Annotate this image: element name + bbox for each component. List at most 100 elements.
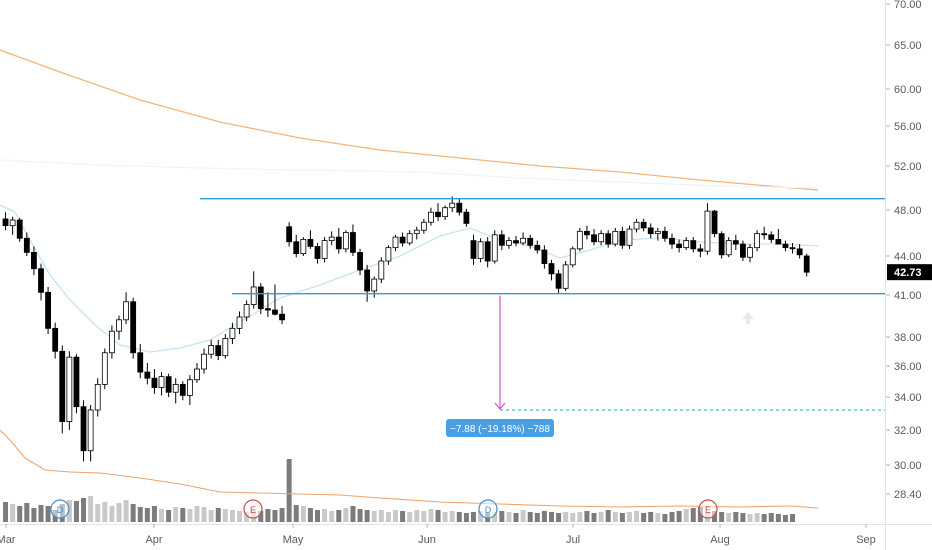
candlesticks (2, 196, 810, 462)
candle-body (640, 221, 647, 229)
volume-bar (541, 511, 547, 522)
candle-body (413, 229, 420, 235)
volume-bar (463, 513, 469, 522)
candle-body (137, 352, 144, 373)
event-marker-label: E (250, 505, 256, 515)
candle-body (130, 301, 137, 354)
x-tick-label: May (283, 534, 304, 546)
candle-body (683, 240, 690, 249)
volume-bar (470, 512, 476, 522)
volume-bar (726, 513, 732, 522)
volume-bar (279, 508, 285, 522)
volume-bar (151, 506, 157, 522)
volume-bar (307, 508, 313, 522)
volume-bar (456, 512, 462, 522)
drawing-tools[interactable] (200, 197, 886, 411)
volume-bar (754, 513, 760, 522)
event-marker-circle (243, 499, 263, 519)
candle-body (662, 230, 668, 239)
volume-bar (662, 514, 668, 522)
volume-bar (222, 509, 228, 522)
candle-body (2, 218, 9, 227)
candle-body (449, 202, 456, 209)
event-marker[interactable]: E (243, 499, 263, 519)
candle-body (463, 211, 470, 224)
y-tick-label: 34.00 (894, 392, 922, 404)
candle-body (527, 237, 534, 246)
candle-body (286, 226, 293, 243)
moving-average-mid (0, 159, 819, 189)
volume-bar (520, 510, 526, 522)
candle-body (442, 207, 449, 218)
candle-body (740, 243, 746, 258)
volume-bar (733, 512, 739, 522)
volume-bar (499, 511, 505, 522)
candle-body (711, 210, 718, 235)
volume-bar (782, 515, 788, 522)
volume-bar (556, 513, 562, 522)
candle-body (392, 236, 399, 249)
volume-bar (626, 512, 632, 522)
event-marker[interactable]: E (698, 499, 718, 519)
volume-bar (655, 513, 661, 522)
volume-bar (676, 511, 682, 522)
measure-tool[interactable]: −7.88 (−19.18%) −788 (446, 419, 554, 437)
volume-bar (102, 502, 108, 522)
volume-bar (478, 511, 484, 522)
volume-bar (350, 506, 356, 522)
candle-body (279, 313, 285, 321)
candle-body (186, 379, 193, 396)
candle-body (201, 353, 207, 370)
candle-body (257, 286, 264, 310)
volume-bar (584, 511, 590, 522)
candle-body (94, 383, 101, 411)
volume-bar (619, 513, 625, 522)
volume-bar (648, 512, 654, 522)
candle-body (59, 350, 66, 422)
candle-body (796, 248, 803, 256)
volume-bar (747, 514, 753, 522)
volume-bar (272, 510, 278, 522)
volume-bar (442, 512, 448, 522)
event-marker[interactable]: D (50, 499, 70, 519)
candle-body (747, 247, 753, 258)
volume-bar (378, 510, 384, 522)
candle-body (194, 368, 200, 381)
volume-bar (159, 509, 165, 522)
price-axis[interactable]: 70.00 65.00 60.00 56.00 52.00 48.00 44.00 41.00… (885, 0, 922, 550)
y-tick-label: 36.00 (894, 361, 922, 373)
candle-body (548, 263, 555, 275)
candle-body (45, 291, 51, 329)
volume-bar (400, 511, 406, 522)
volume-bar (31, 508, 37, 522)
y-tick-label: 70.00 (894, 0, 922, 11)
event-marker[interactable]: D (478, 499, 498, 519)
candle-body (718, 233, 725, 256)
volume-bar (173, 507, 179, 522)
candle-body (208, 345, 215, 355)
volume-bar (570, 513, 576, 522)
candle-body (250, 286, 257, 305)
volume-bar (329, 511, 335, 522)
candle-body (307, 239, 314, 247)
volume-bar (790, 514, 796, 522)
candle-body (108, 330, 115, 354)
time-axis[interactable]: Mar Apr May Jun Jul Aug Sep (0, 524, 932, 546)
volume-bar (712, 511, 718, 522)
volume-bar (300, 506, 306, 522)
volume-bar (435, 510, 441, 522)
candle-body (31, 252, 37, 270)
volume-bar (81, 498, 87, 522)
candle-body (123, 301, 129, 321)
moving-average-long (0, 49, 819, 191)
volume-bar (130, 504, 136, 522)
volume-bar (208, 510, 214, 522)
candle-body (782, 243, 789, 249)
volume-bar (775, 514, 781, 522)
volume-bar (215, 508, 221, 522)
candle-body (775, 239, 782, 245)
volume-bar (336, 510, 342, 522)
volume-bar (669, 512, 675, 522)
